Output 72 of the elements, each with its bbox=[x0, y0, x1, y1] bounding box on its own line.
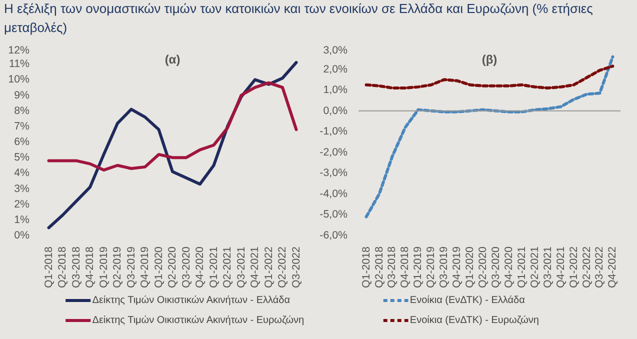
x-tick-label: Q3-2021 bbox=[235, 246, 248, 288]
y-tick-label: 2,0% bbox=[323, 63, 348, 76]
y-tick-label: 7% bbox=[14, 120, 30, 132]
line-series bbox=[364, 64, 614, 90]
x-tick-label: Q1-2018 bbox=[360, 246, 372, 288]
x-tick-label: Q2-2018 bbox=[373, 246, 386, 288]
x-tick-label: Q2-2019 bbox=[425, 246, 438, 288]
y-tick-label: 3% bbox=[14, 182, 30, 195]
x-tick-label: Q1-2018 bbox=[42, 246, 55, 288]
x-tick-label: Q1-2022 bbox=[262, 246, 275, 288]
x-tick-label: Q4-2021 bbox=[249, 246, 261, 288]
x-tick-label: Q2-2019 bbox=[112, 246, 124, 288]
y-tick-label: 8% bbox=[14, 104, 30, 117]
x-tick-label: Q2-2021 bbox=[528, 246, 541, 288]
legend-label: Δείκτης Τιμών Οικιστικών Ακινήτων - Ευρωζώνη bbox=[92, 315, 304, 326]
y-tick-label: 6% bbox=[14, 136, 30, 148]
y-tick-label: -6,0% bbox=[320, 230, 348, 242]
x-tick-label: Q3-2022 bbox=[290, 246, 302, 288]
y-tick-label: 5% bbox=[14, 152, 30, 164]
x-tick-label: Q1-2021 bbox=[516, 246, 528, 288]
legend-label: Ενοίκια (ΕνΔΤΚ) - Ελλάδα bbox=[410, 295, 526, 306]
x-tick-label: Q3-2019 bbox=[438, 246, 450, 288]
x-tick-label: Q4-2020 bbox=[194, 246, 206, 288]
x-tick-label: Q3-2018 bbox=[386, 246, 398, 288]
legend-label: Δείκτης Τιμών Οικιστικών Ακινήτων - Ελλάδα bbox=[92, 295, 290, 306]
line-series bbox=[47, 81, 298, 172]
x-tick-label: Q4-2018 bbox=[399, 246, 412, 288]
x-tick-label: Q2-2020 bbox=[477, 246, 490, 288]
x-tick-label: Q1-2022 bbox=[568, 246, 580, 288]
y-tick-label: 2% bbox=[14, 198, 30, 210]
x-tick-label: Q4-2019 bbox=[451, 246, 464, 288]
x-tick-label: Q3-2022 bbox=[594, 246, 606, 288]
y-tick-label: -2,0% bbox=[320, 146, 348, 158]
x-tick-label: Q2-2018 bbox=[56, 246, 68, 288]
y-tick-label: 9% bbox=[14, 89, 30, 102]
x-tick-label: Q4-2020 bbox=[502, 246, 515, 288]
y-tick-label: 10% bbox=[8, 74, 30, 86]
x-tick-label: Q2-2020 bbox=[166, 246, 178, 288]
y-tick-label: -5,0% bbox=[320, 208, 348, 221]
x-tick-label: Q2-2022 bbox=[276, 246, 288, 288]
x-tick-label: Q3-2019 bbox=[125, 246, 138, 288]
y-tick-label: 12% bbox=[8, 44, 30, 56]
x-tick-label: Q3-2018 bbox=[70, 246, 82, 288]
chart-subtitle: (α) bbox=[164, 52, 180, 66]
y-tick-label: 11% bbox=[8, 58, 30, 70]
x-tick-label: Q2-2022 bbox=[580, 246, 593, 288]
x-tick-label: Q3-2020 bbox=[180, 246, 192, 288]
x-tick-label: Q1-2019 bbox=[98, 246, 110, 288]
x-tick-label: Q3-2020 bbox=[490, 246, 502, 288]
x-tick-label: Q2-2021 bbox=[222, 246, 234, 288]
chart-subtitle: (β) bbox=[482, 52, 498, 66]
legend-label: Ενοίκια (ΕνΔΤΚ) - Ευρωζώνη bbox=[410, 315, 539, 326]
x-tick-label: Q1-2020 bbox=[152, 246, 165, 288]
y-tick-label: -4,0% bbox=[320, 188, 348, 200]
x-tick-label: Q4-2018 bbox=[84, 246, 96, 288]
y-tick-label: 3,0% bbox=[323, 44, 348, 56]
y-tick-label: 1,0% bbox=[323, 84, 348, 96]
x-tick-label: Q1-2021 bbox=[208, 246, 220, 288]
x-tick-label: Q1-2019 bbox=[412, 246, 424, 288]
x-tick-label: Q4-2022 bbox=[606, 246, 619, 288]
y-tick-label: 4% bbox=[14, 167, 30, 180]
line-series bbox=[364, 55, 614, 218]
x-tick-label: Q4-2021 bbox=[554, 246, 567, 288]
chart-title: Η εξέλιξη των ονομαστικών τιμών των κατοικιών και των ενοικίων σε Ελλάδα και Ευρωζώνη (% ετήσιες μεταβολές) bbox=[4, 0, 594, 37]
y-tick-label: -1,0% bbox=[320, 126, 348, 138]
y-tick-label: 0% bbox=[14, 230, 30, 242]
x-tick-label: Q1-2020 bbox=[464, 246, 476, 288]
y-tick-label: 1% bbox=[14, 214, 30, 226]
y-tick-label: 0,0% bbox=[323, 104, 348, 117]
x-tick-label: Q3-2021 bbox=[542, 246, 554, 288]
y-tick-label: -3,0% bbox=[320, 167, 348, 180]
x-tick-label: Q4-2019 bbox=[139, 246, 151, 288]
